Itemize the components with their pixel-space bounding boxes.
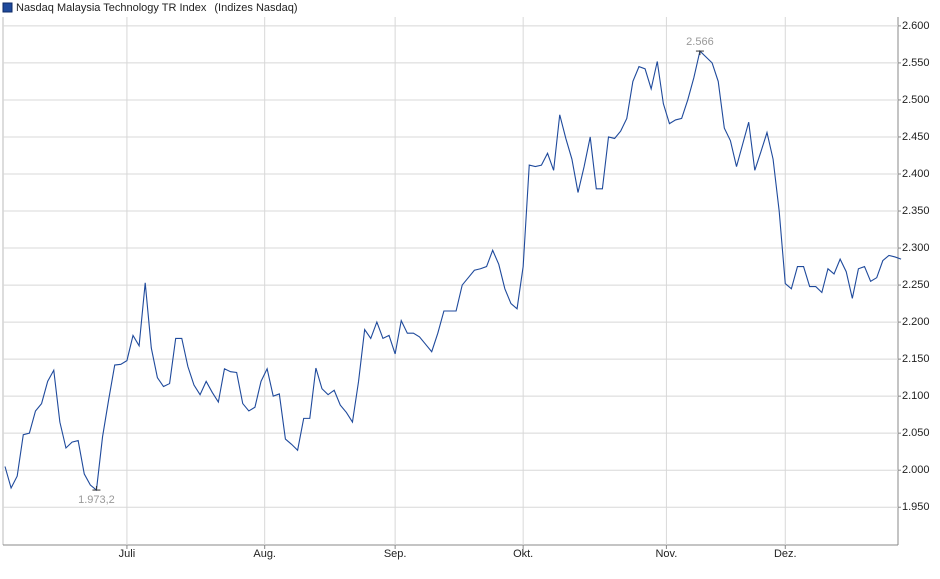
y-tick-label: 2.300 bbox=[902, 242, 930, 254]
y-tick-label: 2.050 bbox=[902, 427, 930, 439]
annotation: 2.566 bbox=[686, 36, 714, 48]
y-tick-label: 2.200 bbox=[902, 316, 930, 328]
y-tick-label: 2.000 bbox=[902, 464, 930, 476]
y-tick-label: 2.500 bbox=[902, 94, 930, 106]
subtitle: (Indizes Nasdaq) bbox=[214, 2, 297, 14]
y-tick-label: 2.550 bbox=[902, 57, 930, 69]
y-tick-label: 2.100 bbox=[902, 390, 930, 402]
y-tick-label: 2.400 bbox=[902, 168, 930, 180]
x-tick-label: Juli bbox=[119, 548, 136, 560]
x-tick-label: Aug. bbox=[253, 548, 276, 560]
y-tick-label: 2.250 bbox=[902, 279, 930, 291]
y-tick-label: 1.950 bbox=[902, 501, 930, 513]
annotation: 1.973,2 bbox=[78, 494, 115, 506]
legend-swatch bbox=[2, 2, 13, 13]
y-tick-label: 2.350 bbox=[902, 205, 930, 217]
legend-label: Nasdaq Malaysia Technology TR Index bbox=[16, 2, 207, 14]
y-tick-label: 2.450 bbox=[902, 131, 930, 143]
y-tick-label: 2.600 bbox=[902, 20, 930, 32]
line bbox=[4, 49, 902, 492]
x-tick-label: Dez. bbox=[774, 548, 797, 560]
x-tick-label: Nov. bbox=[655, 548, 677, 560]
y-tick-label: 2.150 bbox=[902, 353, 930, 365]
x-tick-label: Sep. bbox=[384, 548, 407, 560]
x-tick-label: Okt. bbox=[513, 548, 533, 560]
